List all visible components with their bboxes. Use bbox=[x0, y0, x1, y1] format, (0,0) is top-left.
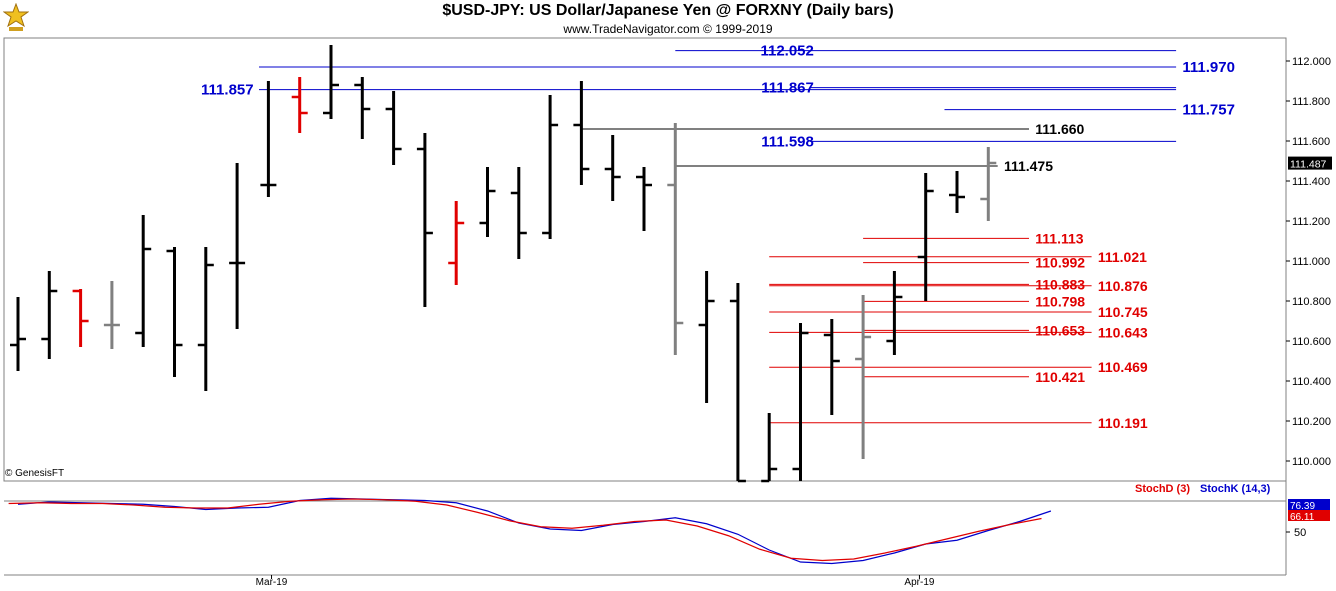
price-tick-label: 112.000 bbox=[1292, 56, 1331, 68]
level-label: 110.191 bbox=[1098, 415, 1148, 431]
level-label: 111.757 bbox=[1182, 102, 1235, 119]
chart-title: $USD-JPY: US Dollar/Japanese Yen @ FORXN… bbox=[442, 2, 894, 19]
ohlc-bar bbox=[166, 247, 183, 377]
level-label: 111.970 bbox=[1182, 59, 1235, 76]
price-tick-label: 110.800 bbox=[1292, 296, 1331, 308]
ohlc-bar bbox=[855, 295, 872, 459]
ohlc-bar bbox=[980, 147, 997, 221]
chart-subtitle: www.TradeNavigator.com © 1999-2019 bbox=[563, 22, 773, 36]
price-tick-label: 111.400 bbox=[1292, 176, 1330, 188]
price-tick-label: 110.600 bbox=[1292, 336, 1331, 348]
ohlc-bar bbox=[949, 171, 965, 213]
indicator-tick-label: 50 bbox=[1294, 527, 1306, 539]
level-label: 111.867 bbox=[761, 80, 814, 97]
ohlc-bar bbox=[416, 133, 433, 307]
ohlc-bar bbox=[917, 173, 934, 301]
level-label: 111.021 bbox=[1098, 249, 1147, 265]
price-axis: 110.000 110.200 110.400 110.600 110.800 111.0… bbox=[1286, 56, 1332, 468]
ohlc-bar bbox=[604, 135, 621, 201]
date-axis: Mar-19 Apr-19 bbox=[256, 575, 935, 588]
ohlc-bar bbox=[103, 281, 120, 349]
level-label: 111.475 bbox=[1004, 158, 1053, 174]
ohlc-bar bbox=[323, 45, 339, 119]
price-tick-label: 111.000 bbox=[1292, 256, 1330, 268]
level-label: 110.469 bbox=[1098, 359, 1148, 375]
ohlc-bar bbox=[448, 201, 465, 285]
ohlc-bar bbox=[573, 81, 590, 185]
price-bars bbox=[10, 45, 997, 483]
ohlc-bar bbox=[886, 271, 903, 355]
level-label: 111.857 bbox=[201, 82, 254, 99]
level-label: 111.598 bbox=[761, 133, 814, 150]
ohlc-bar bbox=[354, 77, 371, 139]
level-label: 111.660 bbox=[1035, 121, 1084, 137]
ohlc-bar bbox=[385, 91, 402, 165]
level-label: 110.421 bbox=[1035, 369, 1085, 385]
stochk-label: StochK (14,3) bbox=[1200, 483, 1271, 495]
level-label: 110.883 bbox=[1035, 276, 1085, 292]
price-tick-label: 111.600 bbox=[1292, 136, 1330, 148]
ohlc-bar bbox=[792, 323, 809, 481]
stochd-value: 66.11 bbox=[1290, 512, 1315, 523]
date-label: Apr-19 bbox=[904, 577, 934, 588]
last-price-box bbox=[1288, 156, 1332, 170]
ohlc-bar bbox=[667, 123, 684, 355]
level-label: 110.876 bbox=[1098, 278, 1148, 294]
level-label: 110.745 bbox=[1098, 304, 1148, 320]
level-label: 110.798 bbox=[1035, 293, 1085, 309]
stochd-value-box bbox=[1288, 510, 1330, 521]
level-lines: 112.052 111.970 111.867 111.857 111.757 111.6… bbox=[201, 43, 1235, 431]
price-tick-label: 111.200 bbox=[1292, 216, 1330, 228]
level-label: 111.113 bbox=[1035, 230, 1084, 246]
ohlc-bar bbox=[542, 95, 559, 239]
ohlc-bar bbox=[135, 215, 152, 347]
price-panel-border bbox=[3, 37, 1287, 482]
ohlc-bar bbox=[510, 167, 527, 259]
ohlc-bar bbox=[479, 167, 496, 237]
price-tick-label: 110.400 bbox=[1292, 376, 1331, 388]
ohlc-bar bbox=[229, 163, 246, 329]
ohlc-bar bbox=[823, 319, 840, 415]
credit-label: © GenesisFT bbox=[5, 468, 65, 479]
ohlc-bar bbox=[729, 283, 746, 483]
ohlc-bar bbox=[10, 297, 26, 371]
genesis-logo-icon bbox=[2, 2, 30, 38]
ohlc-bar bbox=[636, 167, 652, 231]
stochk-value-box bbox=[1288, 499, 1330, 510]
stochk-value: 76.39 bbox=[1290, 501, 1315, 512]
chart-frame bbox=[3, 37, 1287, 575]
level-label: 110.992 bbox=[1035, 255, 1085, 271]
ohlc-bar bbox=[291, 77, 308, 133]
stochd-label: StochD (3) bbox=[1135, 483, 1190, 495]
level-label: 110.643 bbox=[1098, 324, 1148, 340]
ohlc-bar bbox=[41, 271, 58, 359]
price-tick-label: 110.200 bbox=[1292, 416, 1331, 428]
last-price-label: 111.487 bbox=[1290, 159, 1327, 171]
price-tick-label: 110.000 bbox=[1292, 456, 1331, 468]
ohlc-bar bbox=[260, 81, 277, 197]
ohlc-bar bbox=[761, 413, 778, 483]
level-label: 110.653 bbox=[1035, 322, 1085, 338]
date-label: Mar-19 bbox=[256, 577, 288, 588]
level-label: 112.052 bbox=[760, 43, 813, 60]
stochd-line bbox=[8, 498, 1042, 562]
ohlc-bar bbox=[698, 271, 715, 403]
ohlc-bar bbox=[197, 247, 214, 391]
price-tick-label: 111.800 bbox=[1292, 96, 1330, 108]
ohlc-bar bbox=[72, 289, 89, 347]
